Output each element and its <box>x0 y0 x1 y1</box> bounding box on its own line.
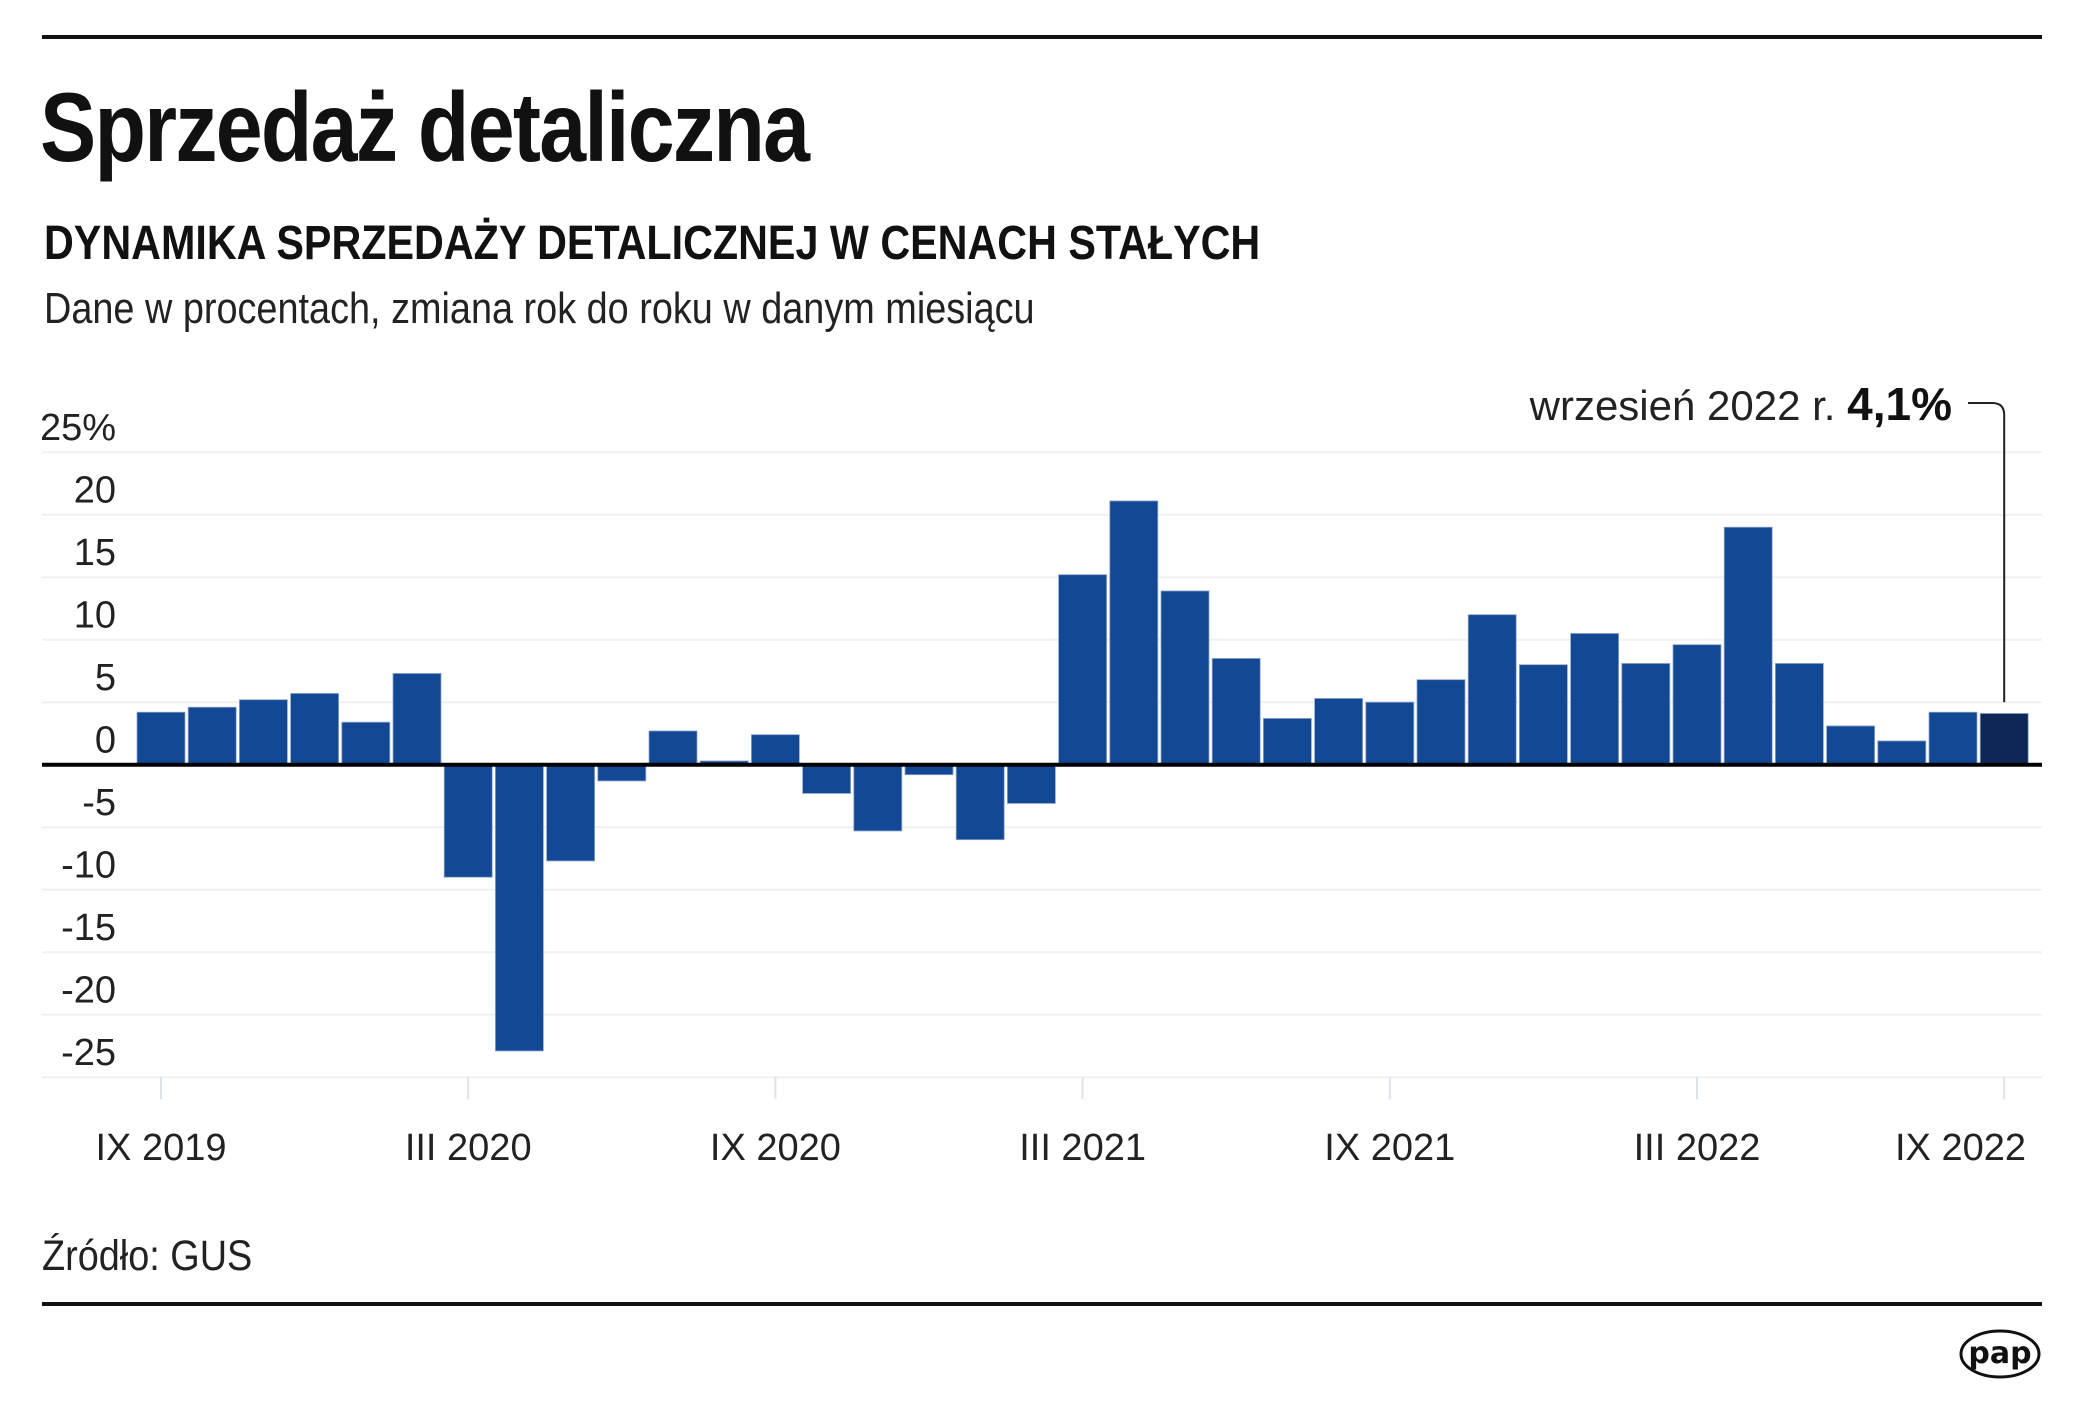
bar <box>1109 500 1159 766</box>
y-tick-label: -15 <box>61 907 116 949</box>
logo-text: pap <box>1968 1336 2031 1371</box>
bar <box>1826 725 1875 766</box>
bar <box>1570 633 1619 766</box>
y-tick-label: 20 <box>74 470 116 512</box>
bar <box>1467 614 1517 766</box>
x-tick-label: III 2020 <box>405 1127 532 1169</box>
bars <box>136 500 2029 1052</box>
x-axis: IX 2019 III 2020 IX 2020 III 2021 IX 2021 III… <box>96 1077 2026 1169</box>
bar <box>1314 698 1363 766</box>
bar <box>802 764 851 794</box>
bar <box>443 764 493 878</box>
bar <box>648 730 698 766</box>
chart-description: Dane w procentach, zmiana rok do roku w … <box>44 284 1035 333</box>
y-tick-label: 25% <box>40 407 116 449</box>
bar <box>955 764 1005 841</box>
bar <box>751 734 800 766</box>
x-tick-label: III 2021 <box>1019 1127 1146 1169</box>
source-note: Źródło: GUS <box>42 1232 253 1280</box>
bar <box>494 764 544 1052</box>
bar <box>238 699 288 766</box>
gridlines <box>42 451 2042 1079</box>
y-tick-label: 15 <box>74 532 116 574</box>
x-tick-label: III 2022 <box>1634 1127 1761 1169</box>
annotation-value: 4,1% <box>1847 378 1952 430</box>
bar-highlighted <box>1979 713 2029 766</box>
y-tick-label: 10 <box>74 595 116 637</box>
bar <box>546 764 595 862</box>
bottom-rule <box>42 1302 2042 1306</box>
pap-logo-icon: pap <box>1959 1329 2041 1379</box>
y-tick-label: -20 <box>61 970 116 1012</box>
bar <box>1263 718 1312 766</box>
bar <box>1211 658 1261 766</box>
top-rule <box>42 35 2042 39</box>
bar <box>597 764 647 782</box>
chart-subtitle: DYNAMIKA SPRZEDAŻY DETALICZNEJ W CENACH … <box>44 217 1261 270</box>
annotation-label: wrzesień 2022 r. 4,1% <box>1529 378 1952 430</box>
y-tick-label: 0 <box>95 720 116 762</box>
y-tick-label: -25 <box>61 1032 116 1074</box>
x-tick-label: IX 2019 <box>96 1127 227 1169</box>
bar <box>1007 764 1056 804</box>
annotation: wrzesień 2022 r. 4,1% <box>1529 378 2006 703</box>
x-tick-label: IX 2020 <box>710 1127 841 1169</box>
x-tick-label: IX 2022 <box>1895 1127 2026 1169</box>
annotation-leader-line <box>1968 402 2006 703</box>
bar <box>187 706 237 766</box>
bar <box>1775 663 1824 766</box>
bar <box>136 711 186 766</box>
y-tick-label: 5 <box>95 657 116 699</box>
y-tick-label: -10 <box>61 845 116 887</box>
bar <box>1672 644 1722 766</box>
y-tick-label: -5 <box>82 782 116 824</box>
bar <box>1058 574 1107 766</box>
bar <box>290 693 340 766</box>
bar <box>1877 740 1927 766</box>
bar <box>392 673 442 766</box>
bar <box>1723 526 1773 766</box>
bar <box>853 764 903 832</box>
bar <box>341 721 391 766</box>
bar <box>1416 679 1466 766</box>
bar <box>1928 711 1978 766</box>
x-tick-label: IX 2021 <box>1324 1127 1455 1169</box>
bar <box>1365 701 1415 766</box>
page-title: Sprzedaż detaliczna <box>40 72 810 182</box>
annotation-date: wrzesień 2022 r. <box>1529 382 1848 429</box>
bar <box>1160 590 1210 766</box>
y-axis-labels: 25% 20 15 10 5 0 -5 -10 -15 -20 -25 <box>40 407 116 1074</box>
bar <box>1519 664 1568 766</box>
bar <box>1621 663 1671 766</box>
